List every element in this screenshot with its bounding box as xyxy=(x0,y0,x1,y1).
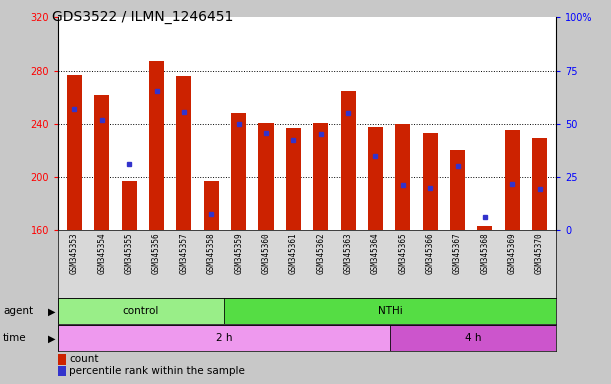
Bar xyxy=(58,325,390,351)
Bar xyxy=(477,227,492,230)
Text: GSM345356: GSM345356 xyxy=(152,232,161,274)
Bar xyxy=(231,113,246,230)
Text: GSM345366: GSM345366 xyxy=(426,232,434,274)
Text: GSM345364: GSM345364 xyxy=(371,232,380,274)
Text: GSM345369: GSM345369 xyxy=(508,232,517,274)
Text: GDS3522 / ILMN_1246451: GDS3522 / ILMN_1246451 xyxy=(52,10,233,23)
Text: ▶: ▶ xyxy=(48,306,55,316)
Text: GSM345363: GSM345363 xyxy=(343,232,353,274)
Text: GSM345368: GSM345368 xyxy=(480,232,489,274)
Text: GSM345354: GSM345354 xyxy=(97,232,106,274)
Bar xyxy=(149,61,164,230)
Bar xyxy=(286,128,301,230)
Text: 2 h: 2 h xyxy=(216,333,232,343)
Bar xyxy=(532,139,547,230)
Text: GSM345355: GSM345355 xyxy=(125,232,134,274)
Bar xyxy=(313,122,328,230)
Bar xyxy=(505,131,520,230)
Bar xyxy=(340,91,356,230)
Text: control: control xyxy=(123,306,159,316)
Text: GSM345361: GSM345361 xyxy=(289,232,298,274)
Text: agent: agent xyxy=(3,306,33,316)
Text: GSM345370: GSM345370 xyxy=(535,232,544,274)
Bar xyxy=(177,76,191,230)
Bar xyxy=(450,151,465,230)
Bar xyxy=(67,74,82,230)
Text: GSM345362: GSM345362 xyxy=(316,232,325,274)
Bar xyxy=(395,124,411,230)
Text: GSM345359: GSM345359 xyxy=(234,232,243,274)
Text: 4 h: 4 h xyxy=(465,333,481,343)
Bar xyxy=(423,133,437,230)
Bar xyxy=(203,181,219,230)
Bar xyxy=(390,325,556,351)
Text: GSM345353: GSM345353 xyxy=(70,232,79,274)
Bar xyxy=(258,122,274,230)
Text: time: time xyxy=(3,333,27,343)
Bar xyxy=(224,298,556,324)
Text: count: count xyxy=(69,354,98,364)
Bar xyxy=(122,181,137,230)
Text: GSM345358: GSM345358 xyxy=(207,232,216,274)
Bar xyxy=(368,126,383,230)
Bar xyxy=(94,94,109,230)
Bar xyxy=(58,298,224,324)
Text: GSM345357: GSM345357 xyxy=(180,232,188,274)
Text: NTHi: NTHi xyxy=(378,306,403,316)
Text: GSM345365: GSM345365 xyxy=(398,232,408,274)
Text: ▶: ▶ xyxy=(48,333,55,343)
Text: percentile rank within the sample: percentile rank within the sample xyxy=(69,366,245,376)
Text: GSM345367: GSM345367 xyxy=(453,232,462,274)
Text: GSM345360: GSM345360 xyxy=(262,232,271,274)
